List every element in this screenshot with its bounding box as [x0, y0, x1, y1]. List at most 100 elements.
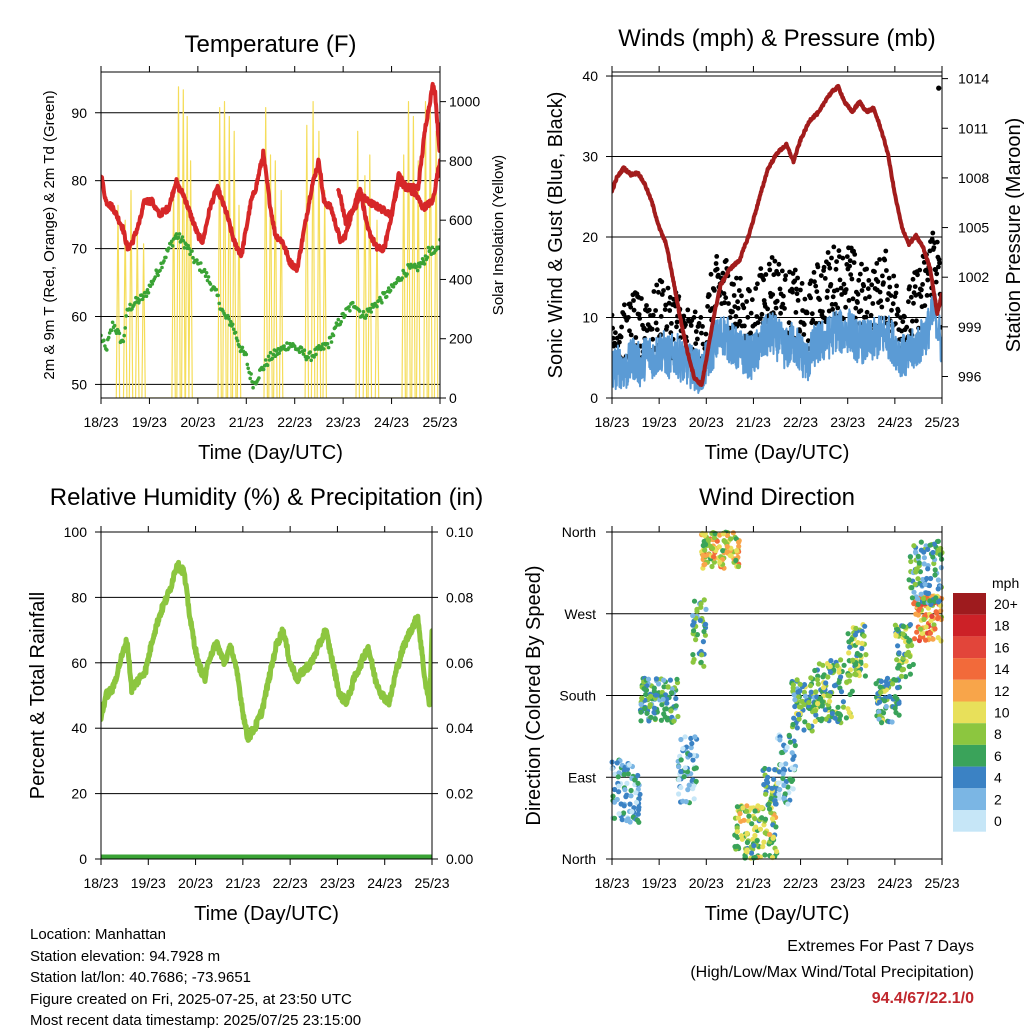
wind-direction-point — [912, 549, 919, 555]
wind-direction-point — [744, 803, 750, 809]
x-tick-label: 21/23 — [736, 875, 771, 891]
wind-direction-point — [678, 736, 684, 743]
wind-direction-point — [827, 698, 833, 704]
gust-point — [774, 298, 780, 304]
wind-direction-point — [700, 552, 706, 559]
gust-point — [633, 335, 639, 340]
wind-direction-point — [840, 704, 847, 710]
gust-point — [934, 239, 940, 245]
gust-point — [731, 293, 737, 298]
gust-point — [727, 315, 733, 320]
gust-point — [658, 314, 664, 319]
dewpoint-point — [128, 302, 132, 307]
wind-direction-point — [658, 717, 665, 723]
wind-direction-point — [848, 714, 855, 720]
wind-direction-point — [878, 689, 884, 696]
gust-point — [723, 258, 729, 263]
wind-direction-point — [676, 764, 682, 770]
wind-direction-point — [853, 662, 859, 668]
dewpoint-point — [106, 335, 111, 340]
dewpoint-point — [430, 245, 435, 250]
wind-direction-point — [701, 628, 707, 635]
wind-direction-point — [935, 577, 942, 583]
gust-point — [900, 319, 906, 325]
wind-direction-point — [699, 652, 705, 658]
wind-direction-point — [911, 589, 917, 595]
gust-point — [730, 309, 735, 315]
dewpoint-point — [425, 255, 430, 260]
wind-direction-point — [717, 559, 723, 565]
y2-tick-label: 0.04 — [446, 720, 473, 736]
gust-point — [825, 250, 831, 255]
gust-point — [895, 308, 901, 314]
dewpoint-point — [141, 294, 146, 299]
wind-direction-point — [844, 679, 850, 685]
gust-point — [822, 315, 828, 321]
gust-point — [809, 311, 815, 317]
dewpoint-point — [282, 344, 286, 348]
dewpoint-point — [187, 246, 191, 251]
wind-direction-point — [671, 718, 677, 724]
gust-point — [878, 298, 884, 304]
wind-direction-point — [720, 548, 726, 554]
wind-direction-point — [790, 721, 796, 728]
gust-point — [914, 318, 919, 324]
dewpoint-point — [405, 272, 409, 276]
dewpoint-point — [309, 358, 314, 363]
wind-direction-point — [907, 671, 914, 677]
dewpoint-point — [308, 350, 313, 354]
wind-direction-point — [635, 772, 641, 779]
y2-tick-label: 1014 — [958, 71, 989, 87]
wind-direction-plot-area — [609, 529, 945, 861]
wind-direction-point — [904, 651, 910, 658]
dewpoint-point — [314, 352, 318, 357]
wind-direction-point — [915, 553, 921, 560]
wind-direction-point — [915, 601, 921, 608]
dewpoint-point — [301, 352, 306, 356]
y-tick-label: South — [559, 688, 596, 704]
wind-direction-point — [827, 669, 834, 675]
y2-tick-label: 600 — [449, 212, 473, 228]
wind-direction-point — [932, 567, 938, 573]
dewpoint-point — [235, 339, 240, 343]
gust-point — [779, 268, 785, 274]
wind-direction-point — [911, 543, 917, 549]
gust-point — [631, 307, 637, 313]
wind-direction-point — [930, 636, 936, 642]
wind-direction-point — [907, 622, 914, 628]
gust-point — [695, 336, 700, 342]
gust-point — [904, 324, 910, 330]
gust-point — [933, 267, 938, 273]
gust-point — [810, 317, 816, 323]
gust-point — [888, 293, 894, 298]
dewpoint-point — [216, 293, 220, 298]
wind-direction-point — [651, 685, 657, 691]
dewpoint-point — [348, 309, 352, 313]
gust-point — [795, 298, 801, 303]
gust-point — [872, 269, 877, 275]
wind-direction-point — [896, 650, 902, 656]
y2-tick-label: 400 — [449, 271, 473, 287]
wind-direction-point — [929, 613, 935, 620]
gust-point — [859, 261, 864, 267]
gust-point — [693, 341, 699, 346]
wind-direction-point — [838, 657, 844, 663]
dewpoint-point — [226, 313, 230, 318]
wind-direction-point — [933, 609, 939, 615]
wind-direction-point — [823, 716, 829, 722]
dewpoint-point — [158, 268, 162, 273]
legend-swatch — [953, 766, 986, 789]
wind-direction-point — [846, 709, 852, 716]
wind-direction-point — [806, 699, 812, 706]
dewpoint-point — [229, 319, 233, 324]
wind-direction-point — [774, 848, 780, 855]
y-tick-label: 60 — [71, 309, 87, 325]
wind-direction-point — [765, 774, 771, 780]
wind-direction-point — [735, 815, 742, 821]
wind-direction-point — [779, 749, 785, 756]
gust-point — [708, 271, 714, 277]
gust-point — [867, 294, 872, 300]
wind-direction-point — [836, 669, 842, 675]
panel-title: Temperature (F) — [184, 31, 356, 58]
wind-direction-point — [796, 716, 802, 722]
